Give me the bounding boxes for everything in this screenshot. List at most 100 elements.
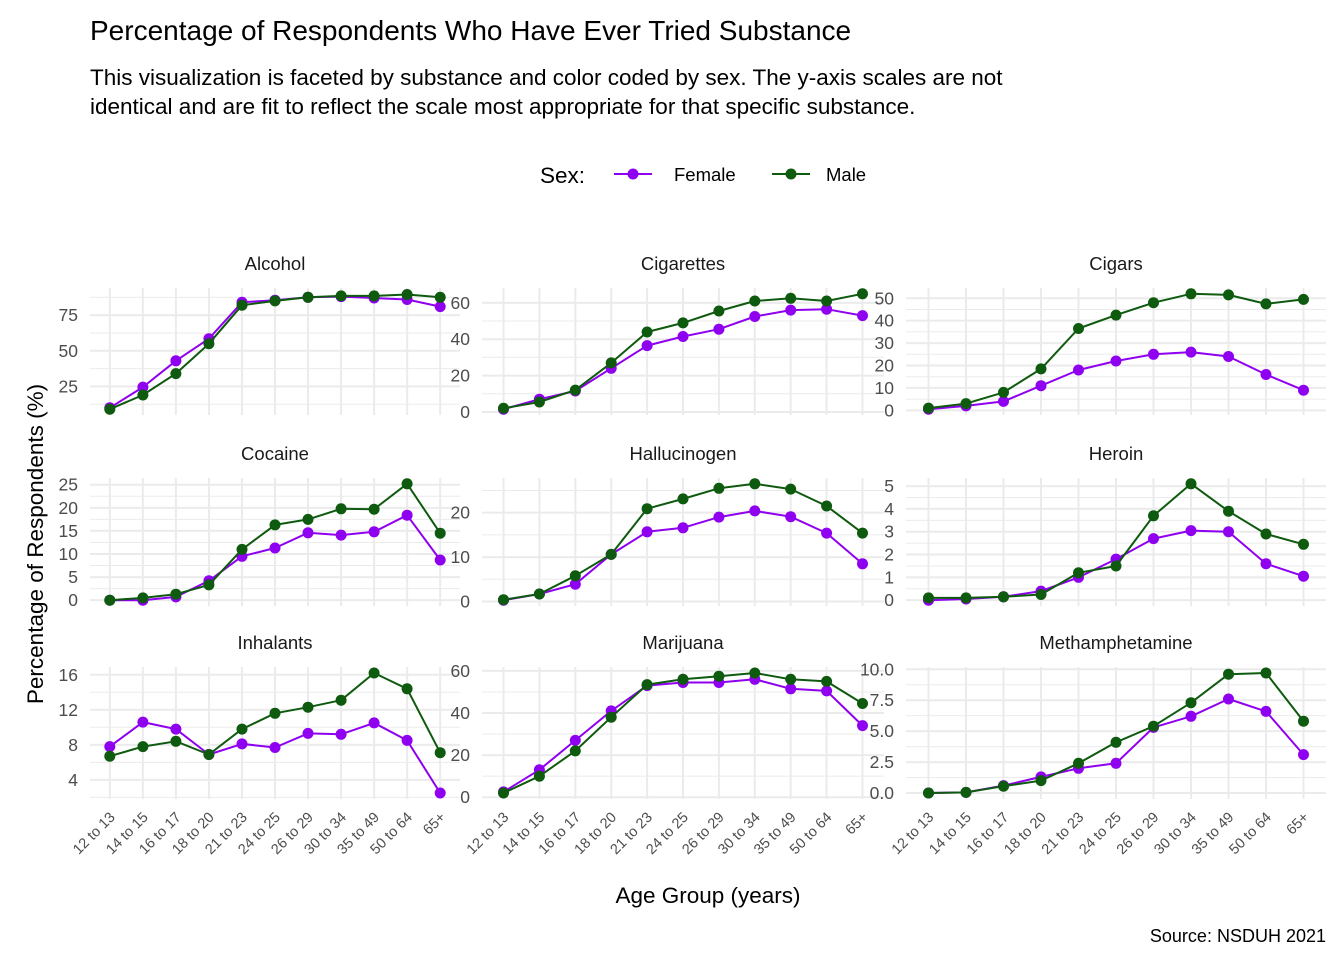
data-point-alcohol-male [104,403,116,415]
data-point-heroin-male [1260,528,1272,540]
y-tick-label: 1 [884,567,894,587]
data-point-cocaine-female [302,527,314,539]
data-point-cocaine-female [368,526,380,538]
data-point-inhalants-female [401,734,413,746]
data-point-methamphetamine-male [1223,668,1234,680]
data-point-heroin-male [1110,560,1122,572]
data-point-inhalants-male [401,683,413,695]
data-point-marijuana-male [821,675,833,687]
y-tick-label: 60 [451,661,471,681]
facet-alcohol: Alcohol 25 50 75 [59,253,460,415]
legend-key-male-marker [785,168,797,180]
data-point-heroin-male [1185,478,1197,490]
y-tick-label: 20 [875,356,895,376]
data-point-marijuana-male [498,787,509,799]
y-tick-label: 10.0 [860,659,894,679]
data-point-cigarettes-male [569,384,581,396]
data-point-cigars-female [1110,355,1122,367]
data-point-cigars-male [923,402,934,414]
legend-key-female-marker [627,168,639,180]
data-point-marijuana-male [641,679,653,691]
data-point-heroin-female [1223,526,1234,538]
data-point-hallucinogen-male [785,483,797,495]
data-point-hallucinogen-male [713,482,725,494]
data-point-heroin-male [960,592,972,604]
data-point-inhalants-female [269,742,281,753]
data-point-cigarettes-female [857,310,868,322]
data-point-alcohol-male [302,291,314,303]
data-point-heroin-male [1073,567,1084,579]
data-point-alcohol-male [434,291,446,303]
data-point-alcohol-male [203,338,215,350]
y-tick-label: 7.5 [870,690,894,710]
data-point-marijuana-female [821,685,833,697]
data-point-cigars-female [1073,364,1084,376]
facet-title-hallucinogen: Hallucinogen [630,443,737,464]
data-point-cigars-female [1035,380,1047,392]
facet-title-inhalants: Inhalants [237,632,312,653]
data-point-cigars-male [960,398,972,410]
y-tick-label: 16 [59,665,78,685]
data-point-heroin-male [1035,589,1047,600]
data-point-methamphetamine-male [1260,667,1272,679]
data-point-inhalants-female [170,723,182,735]
data-point-hallucinogen-male [821,500,833,512]
data-point-hallucinogen-male [677,493,689,505]
y-tick-label: 4 [884,499,894,519]
data-point-cocaine-male [203,579,215,591]
data-point-alcohol-male [368,290,380,302]
x-tick-label: 65+ [843,810,872,839]
y-tick-label: 0 [460,787,470,807]
data-point-cigarettes-male [641,326,653,338]
data-point-marijuana-female [785,683,797,695]
data-point-inhalants-male [302,701,314,713]
y-tick-label: 30 [875,333,895,353]
data-point-cocaine-male [137,592,149,604]
data-point-cocaine-female [401,509,413,521]
x-tick-label: 65+ [1284,810,1313,839]
data-point-cocaine-male [368,503,380,515]
data-point-cocaine-female [269,542,281,554]
data-point-methamphetamine-female [1223,693,1234,705]
data-point-cocaine-male [269,519,281,531]
data-point-cigarettes-male [533,396,545,408]
data-point-hallucinogen-male [857,527,868,539]
data-point-cigars-male [1110,309,1122,321]
data-point-methamphetamine-male [1298,715,1309,727]
data-point-methamphetamine-female [1185,710,1197,722]
x-axis-label: Age Group (years) [615,883,800,908]
chart-subtitle-line-2: identical and are fit to reflect the sca… [90,94,915,119]
data-point-heroin-male [1298,538,1309,550]
data-point-inhalants-female [104,741,116,753]
data-point-heroin-female [1148,533,1159,545]
data-point-cigarettes-female [749,311,761,322]
facet-hallucinogen: Hallucinogen 0 10 20 [451,443,884,612]
data-point-inhalants-female [368,717,380,729]
y-tick-label: 20 [59,498,79,518]
data-point-hallucinogen-male [641,503,653,515]
data-point-cigarettes-male [605,357,617,369]
data-point-inhalants-male [104,750,116,762]
data-point-hallucinogen-female [641,526,653,538]
data-point-cigars-female [1260,369,1272,380]
data-point-inhalants-male [203,749,215,760]
data-point-cigars-male [1298,293,1309,305]
data-point-marijuana-male [749,667,761,679]
data-point-inhalants-male [170,735,182,747]
data-point-alcohol-male [401,289,413,300]
y-tick-label: 0 [884,400,894,420]
y-tick-label: 5.0 [870,721,895,741]
data-point-methamphetamine-female [1110,757,1122,769]
data-point-marijuana-male [533,770,545,782]
y-tick-label: 50 [59,341,79,361]
y-tick-label: 20 [451,366,471,386]
y-tick-label: 0 [68,590,78,610]
data-point-hallucinogen-female [713,511,725,523]
facet-title-cocaine: Cocaine [241,443,309,464]
data-point-cocaine-male [170,588,182,600]
data-point-cigars-female [1298,384,1309,396]
data-point-methamphetamine-male [1035,775,1047,787]
